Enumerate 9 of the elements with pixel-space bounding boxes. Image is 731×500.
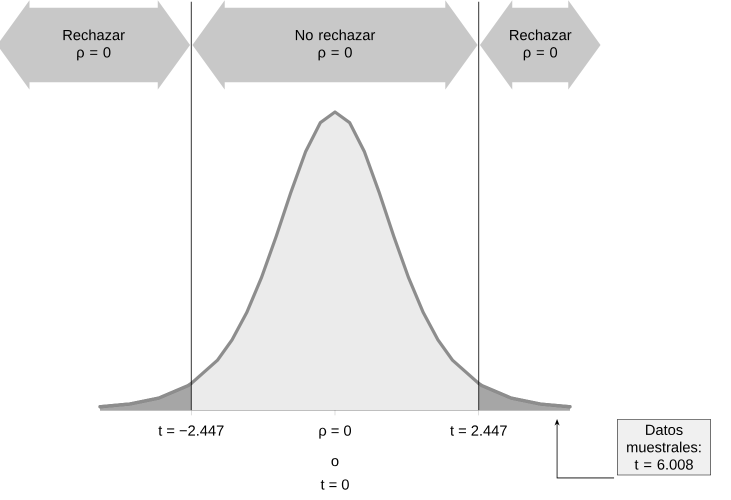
- x-tick-label: t = 2.447: [450, 425, 507, 436]
- text: Rechazar ρ = 0: [510, 29, 572, 60]
- text: No rechazar ρ = 0: [296, 29, 376, 60]
- x-tick-label: t = −2.447: [158, 425, 224, 436]
- x-tick-label: ρ = 0: [319, 425, 352, 439]
- text: t = 0: [320, 479, 349, 490]
- text: Rechazar ρ = 0: [63, 29, 125, 60]
- text: Datos muestrales: t = 6.008: [627, 424, 701, 470]
- text: o: [332, 458, 338, 466]
